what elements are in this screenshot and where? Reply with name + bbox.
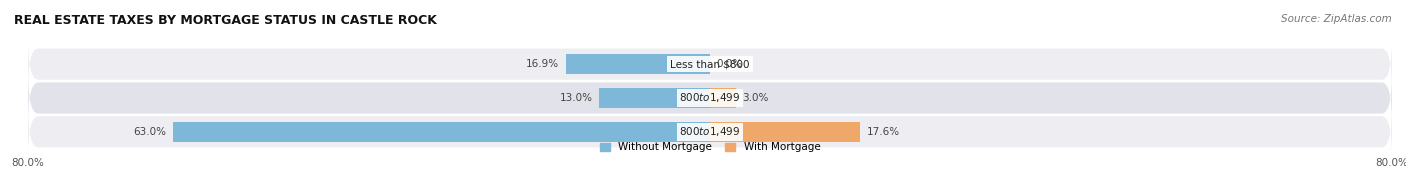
- Bar: [710, 122, 860, 142]
- Text: Less than $800: Less than $800: [671, 59, 749, 69]
- Text: 17.6%: 17.6%: [868, 127, 900, 137]
- Text: 13.0%: 13.0%: [560, 93, 592, 103]
- Text: 0.0%: 0.0%: [717, 59, 744, 69]
- Text: $800 to $1,499: $800 to $1,499: [679, 125, 741, 138]
- FancyBboxPatch shape: [28, 107, 1392, 157]
- Text: 63.0%: 63.0%: [134, 127, 166, 137]
- Text: Source: ZipAtlas.com: Source: ZipAtlas.com: [1281, 14, 1392, 24]
- FancyBboxPatch shape: [28, 39, 1392, 89]
- Text: 16.9%: 16.9%: [526, 59, 560, 69]
- Legend: Without Mortgage, With Mortgage: Without Mortgage, With Mortgage: [596, 138, 824, 156]
- Bar: [599, 88, 710, 108]
- Text: 3.0%: 3.0%: [742, 93, 769, 103]
- Bar: [710, 88, 735, 108]
- Bar: [173, 122, 710, 142]
- FancyBboxPatch shape: [28, 73, 1392, 123]
- Bar: [567, 54, 710, 74]
- Text: $800 to $1,499: $800 to $1,499: [679, 92, 741, 104]
- Text: REAL ESTATE TAXES BY MORTGAGE STATUS IN CASTLE ROCK: REAL ESTATE TAXES BY MORTGAGE STATUS IN …: [14, 14, 437, 27]
